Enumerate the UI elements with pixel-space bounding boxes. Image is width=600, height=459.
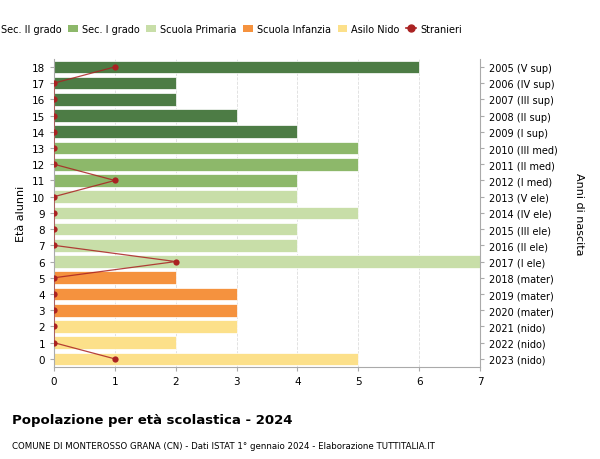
Bar bbox=[54, 320, 236, 333]
Legend: Sec. II grado, Sec. I grado, Scuola Primaria, Scuola Infanzia, Asilo Nido, Stran: Sec. II grado, Sec. I grado, Scuola Prim… bbox=[0, 24, 461, 34]
Y-axis label: Età alunni: Età alunni bbox=[16, 185, 26, 241]
Y-axis label: Anni di nascita: Anni di nascita bbox=[574, 172, 584, 255]
Bar bbox=[54, 94, 176, 106]
Bar bbox=[54, 175, 298, 187]
Bar bbox=[54, 110, 236, 123]
Bar bbox=[54, 158, 358, 171]
Bar bbox=[54, 336, 176, 349]
Bar bbox=[54, 62, 419, 74]
Bar bbox=[54, 191, 298, 203]
Bar bbox=[54, 353, 358, 365]
Bar bbox=[54, 256, 480, 269]
Bar bbox=[54, 78, 176, 90]
Bar bbox=[54, 224, 298, 236]
Bar bbox=[54, 240, 298, 252]
Bar bbox=[54, 304, 236, 317]
Bar bbox=[54, 272, 176, 285]
Text: COMUNE DI MONTEROSSO GRANA (CN) - Dati ISTAT 1° gennaio 2024 - Elaborazione TUTT: COMUNE DI MONTEROSSO GRANA (CN) - Dati I… bbox=[12, 441, 435, 450]
Bar bbox=[54, 288, 236, 301]
Bar bbox=[54, 126, 298, 139]
Text: Popolazione per età scolastica - 2024: Popolazione per età scolastica - 2024 bbox=[12, 413, 293, 426]
Bar bbox=[54, 142, 358, 155]
Bar bbox=[54, 207, 358, 220]
